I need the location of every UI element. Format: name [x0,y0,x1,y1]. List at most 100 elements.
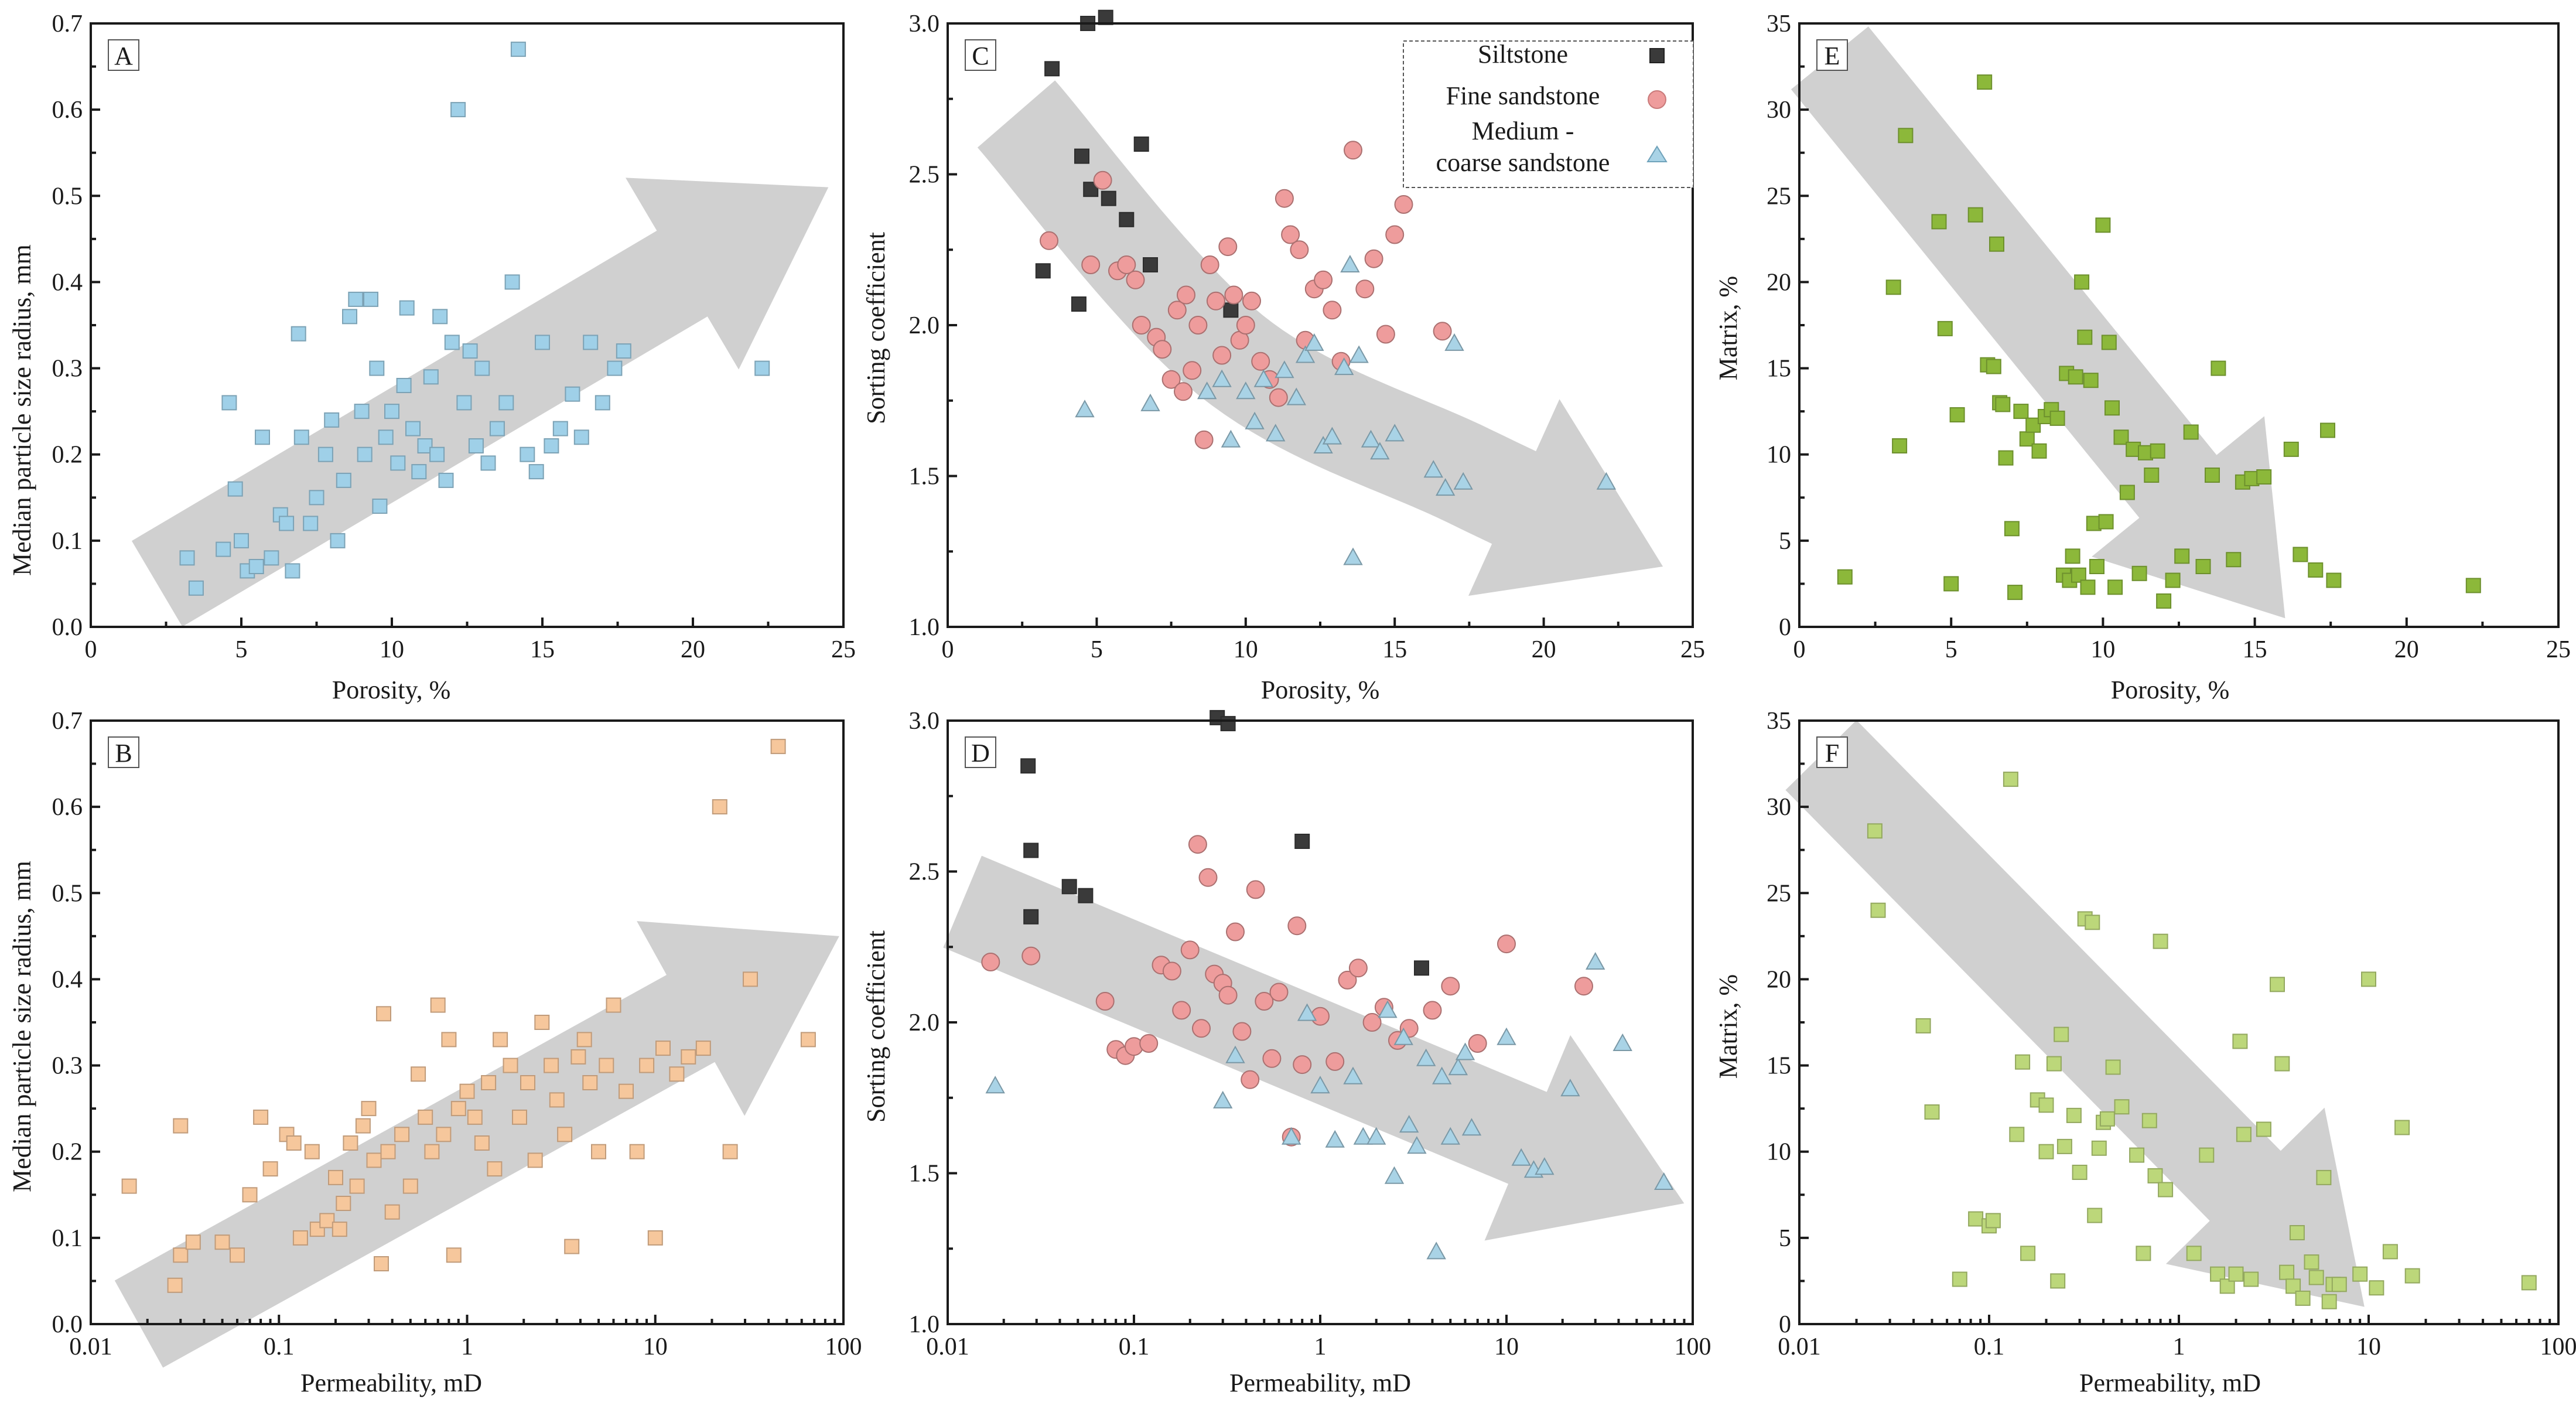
point-F-s0-37 [2210,1266,2226,1282]
point-F-s0-11 [2020,1246,2036,1261]
point-D-s1-11 [1188,835,1207,854]
point-F-s0-4 [1952,1271,1967,1287]
ytick-label-F-0: 0 [1779,1311,1791,1338]
point-D-s2-23 [1511,1148,1531,1166]
ytick-label-E-5: 25 [1767,183,1791,210]
ytick-label-C-1: 1.5 [909,463,940,490]
point-E-s0-40 [2104,400,2120,416]
trend-arrow-C [977,80,1663,596]
ytick-label-F-5: 25 [1767,880,1791,907]
point-F-s0-46 [2279,1264,2295,1280]
point-C-s1-16 [1200,255,1219,274]
point-D-s1-19 [1241,1070,1260,1089]
point-F-s0-49 [2295,1290,2311,1306]
point-E-s0-54 [2205,468,2220,483]
point-E-s0-0 [1837,569,1853,585]
point-B-s0-51 [557,1127,573,1142]
point-C-s0-6 [1098,9,1113,25]
xtick-label-C-1: 5 [1091,636,1103,663]
point-E-s0-47 [2144,468,2160,483]
point-A-s0-39 [438,472,454,488]
point-A-s0-12 [285,563,300,579]
point-A-s0-0 [179,550,195,566]
point-C-s0-8 [1119,212,1135,227]
xlabel-F: Permeability, mD [2079,1369,2261,1397]
point-E-s0-9 [1977,74,1993,90]
point-E-s0-38 [2098,514,2114,530]
point-E-s0-55 [2211,360,2226,376]
point-D-s2-7 [1343,1066,1363,1084]
ytick-label-F-6: 30 [1767,794,1791,821]
point-E-s0-56 [2226,552,2242,568]
legend-box [1403,40,1694,188]
point-C-s0-10 [1143,257,1158,272]
point-D-s2-5 [1310,1076,1330,1094]
point-D-s2-4 [1297,1003,1317,1021]
ytick-label-B-6: 0.6 [52,794,83,821]
xtick-label-C-4: 20 [1532,636,1556,663]
xtick-label-A-5: 25 [831,636,856,663]
point-B-s0-6 [230,1247,245,1263]
point-E-s0-29 [2068,369,2083,385]
xtick-label-A-0: 0 [85,636,97,663]
point-F-s0-41 [2236,1127,2252,1142]
point-C-s2-24 [1453,472,1473,490]
point-B-s0-38 [459,1083,475,1099]
point-A-s0-3 [221,395,237,411]
point-C-s0-3 [1074,148,1089,164]
point-A-s0-30 [390,455,406,471]
point-B-s0-33 [430,997,446,1013]
panel-tag-D: D [971,739,990,767]
point-D-s0-1 [1023,842,1039,858]
panel-F: Matrix, % Permeability, mD 0.01 0.1 1 10 100… [1714,708,2576,1397]
point-C-s2-5 [1236,381,1256,400]
point-A-s0-52 [528,464,544,480]
point-A-s0-45 [474,360,490,376]
point-B-s0-36 [446,1247,462,1263]
point-E-s0-20 [2025,417,2041,433]
point-F-s0-36 [2199,1147,2215,1163]
point-C-s2-6 [1245,411,1265,429]
point-A-s0-26 [369,360,385,376]
point-E-s0-64 [2326,572,2342,588]
point-B-s0-3 [173,1118,189,1134]
point-F-s0-57 [2361,971,2376,987]
xtick-label-E-4: 20 [2394,636,2419,663]
point-F-s0-35 [2186,1246,2202,1261]
point-B-s0-27 [384,1204,400,1220]
point-D-s1-13 [1198,868,1218,887]
point-B-s0-70 [770,739,786,755]
xtick-label-D-0: 0.01 [926,1333,969,1360]
point-D-s2-22 [1497,1027,1516,1045]
xtick-label-B-3: 10 [643,1333,668,1360]
point-C-s2-25 [1596,472,1617,490]
panel-C: Sorting coefficient Porosity, % 0 5 10 15 20… [862,9,1705,704]
panel-tag-box-F [1816,736,1848,768]
point-E-s0-1 [1885,279,1901,295]
point-C-s1-35 [1344,141,1362,160]
point-C-s2-21 [1423,460,1443,478]
ytick-label-A-3: 0.3 [52,356,83,383]
xtick-label-B-4: 100 [825,1333,862,1360]
point-C-s1-29 [1290,240,1309,260]
panel-tag-A: A [114,42,133,70]
point-D-s2-17 [1432,1066,1452,1084]
point-B-s0-37 [450,1101,466,1117]
point-B-s0-24 [374,1256,389,1271]
point-D-s2-2 [1225,1045,1245,1063]
point-F-s0-31 [2141,1113,2157,1128]
point-C-s2-3 [1212,369,1232,387]
point-D-s1-6 [1139,1034,1159,1053]
point-E-s0-62 [2308,562,2324,578]
point-C-s1-12 [1177,285,1195,305]
point-C-s1-24 [1251,352,1270,371]
point-C-s1-6 [1132,316,1151,335]
point-A-s0-2 [216,541,231,557]
point-A-s0-27 [372,499,388,514]
panel-tag-box-A [108,39,139,71]
point-C-s1-28 [1281,225,1300,244]
point-D-s1-29 [1338,970,1357,990]
point-F-s0-1 [1870,902,1886,918]
point-E-s0-33 [2080,579,2096,595]
ytick-label-C-4: 3.0 [909,11,940,37]
